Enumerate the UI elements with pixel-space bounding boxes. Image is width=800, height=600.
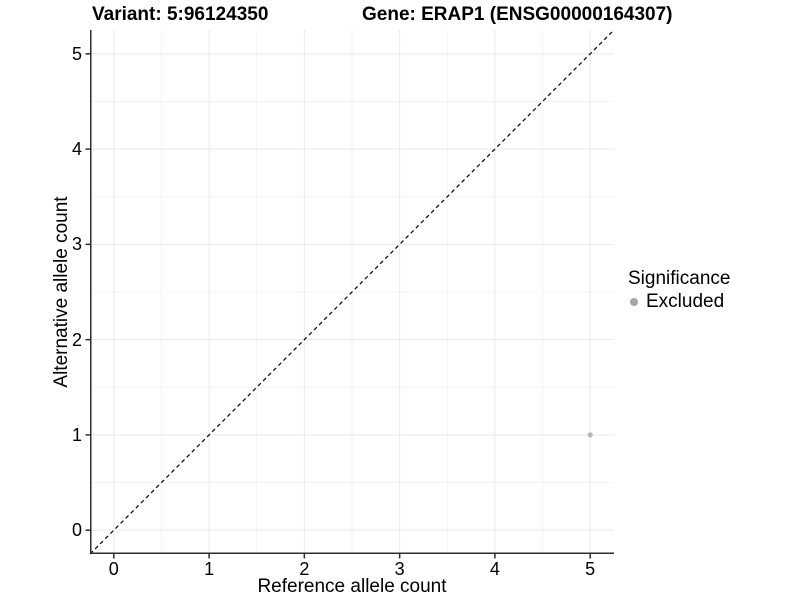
x-tick-label: 2 <box>299 559 310 579</box>
identity-dashed-line <box>89 29 615 555</box>
legend: Significance Excluded <box>628 267 730 313</box>
plot-area-svg <box>85 29 615 559</box>
gene-title: Gene: ERAP1 (ENSG00000164307) <box>362 4 673 25</box>
y-tick-label: 3 <box>71 234 82 255</box>
x-tick-label: 5 <box>585 559 596 579</box>
legend-marker-circle-icon <box>630 297 638 306</box>
y-tick-label: 4 <box>71 139 82 160</box>
variant-title: Variant: 5:96124350 <box>92 4 269 25</box>
x-tick-label: 3 <box>394 559 405 579</box>
x-tick-label: 0 <box>108 559 119 579</box>
x-tick-label: 1 <box>204 559 215 579</box>
x-tick-label: 4 <box>489 559 500 579</box>
legend-title: Significance <box>628 268 731 289</box>
y-tick-label: 2 <box>71 329 82 350</box>
y-tick-label: 1 <box>71 424 82 445</box>
plot-panel <box>85 29 615 559</box>
y-tick-label: 0 <box>71 520 82 541</box>
data-point-excluded <box>587 432 593 438</box>
legend-item-excluded: Excluded <box>628 290 730 313</box>
y-tick-label: 5 <box>71 43 82 64</box>
x-axis-title: Reference allele count <box>257 576 447 597</box>
y-axis-title: Alternative allele count <box>51 196 72 388</box>
legend-item-label: Excluded <box>646 291 725 312</box>
